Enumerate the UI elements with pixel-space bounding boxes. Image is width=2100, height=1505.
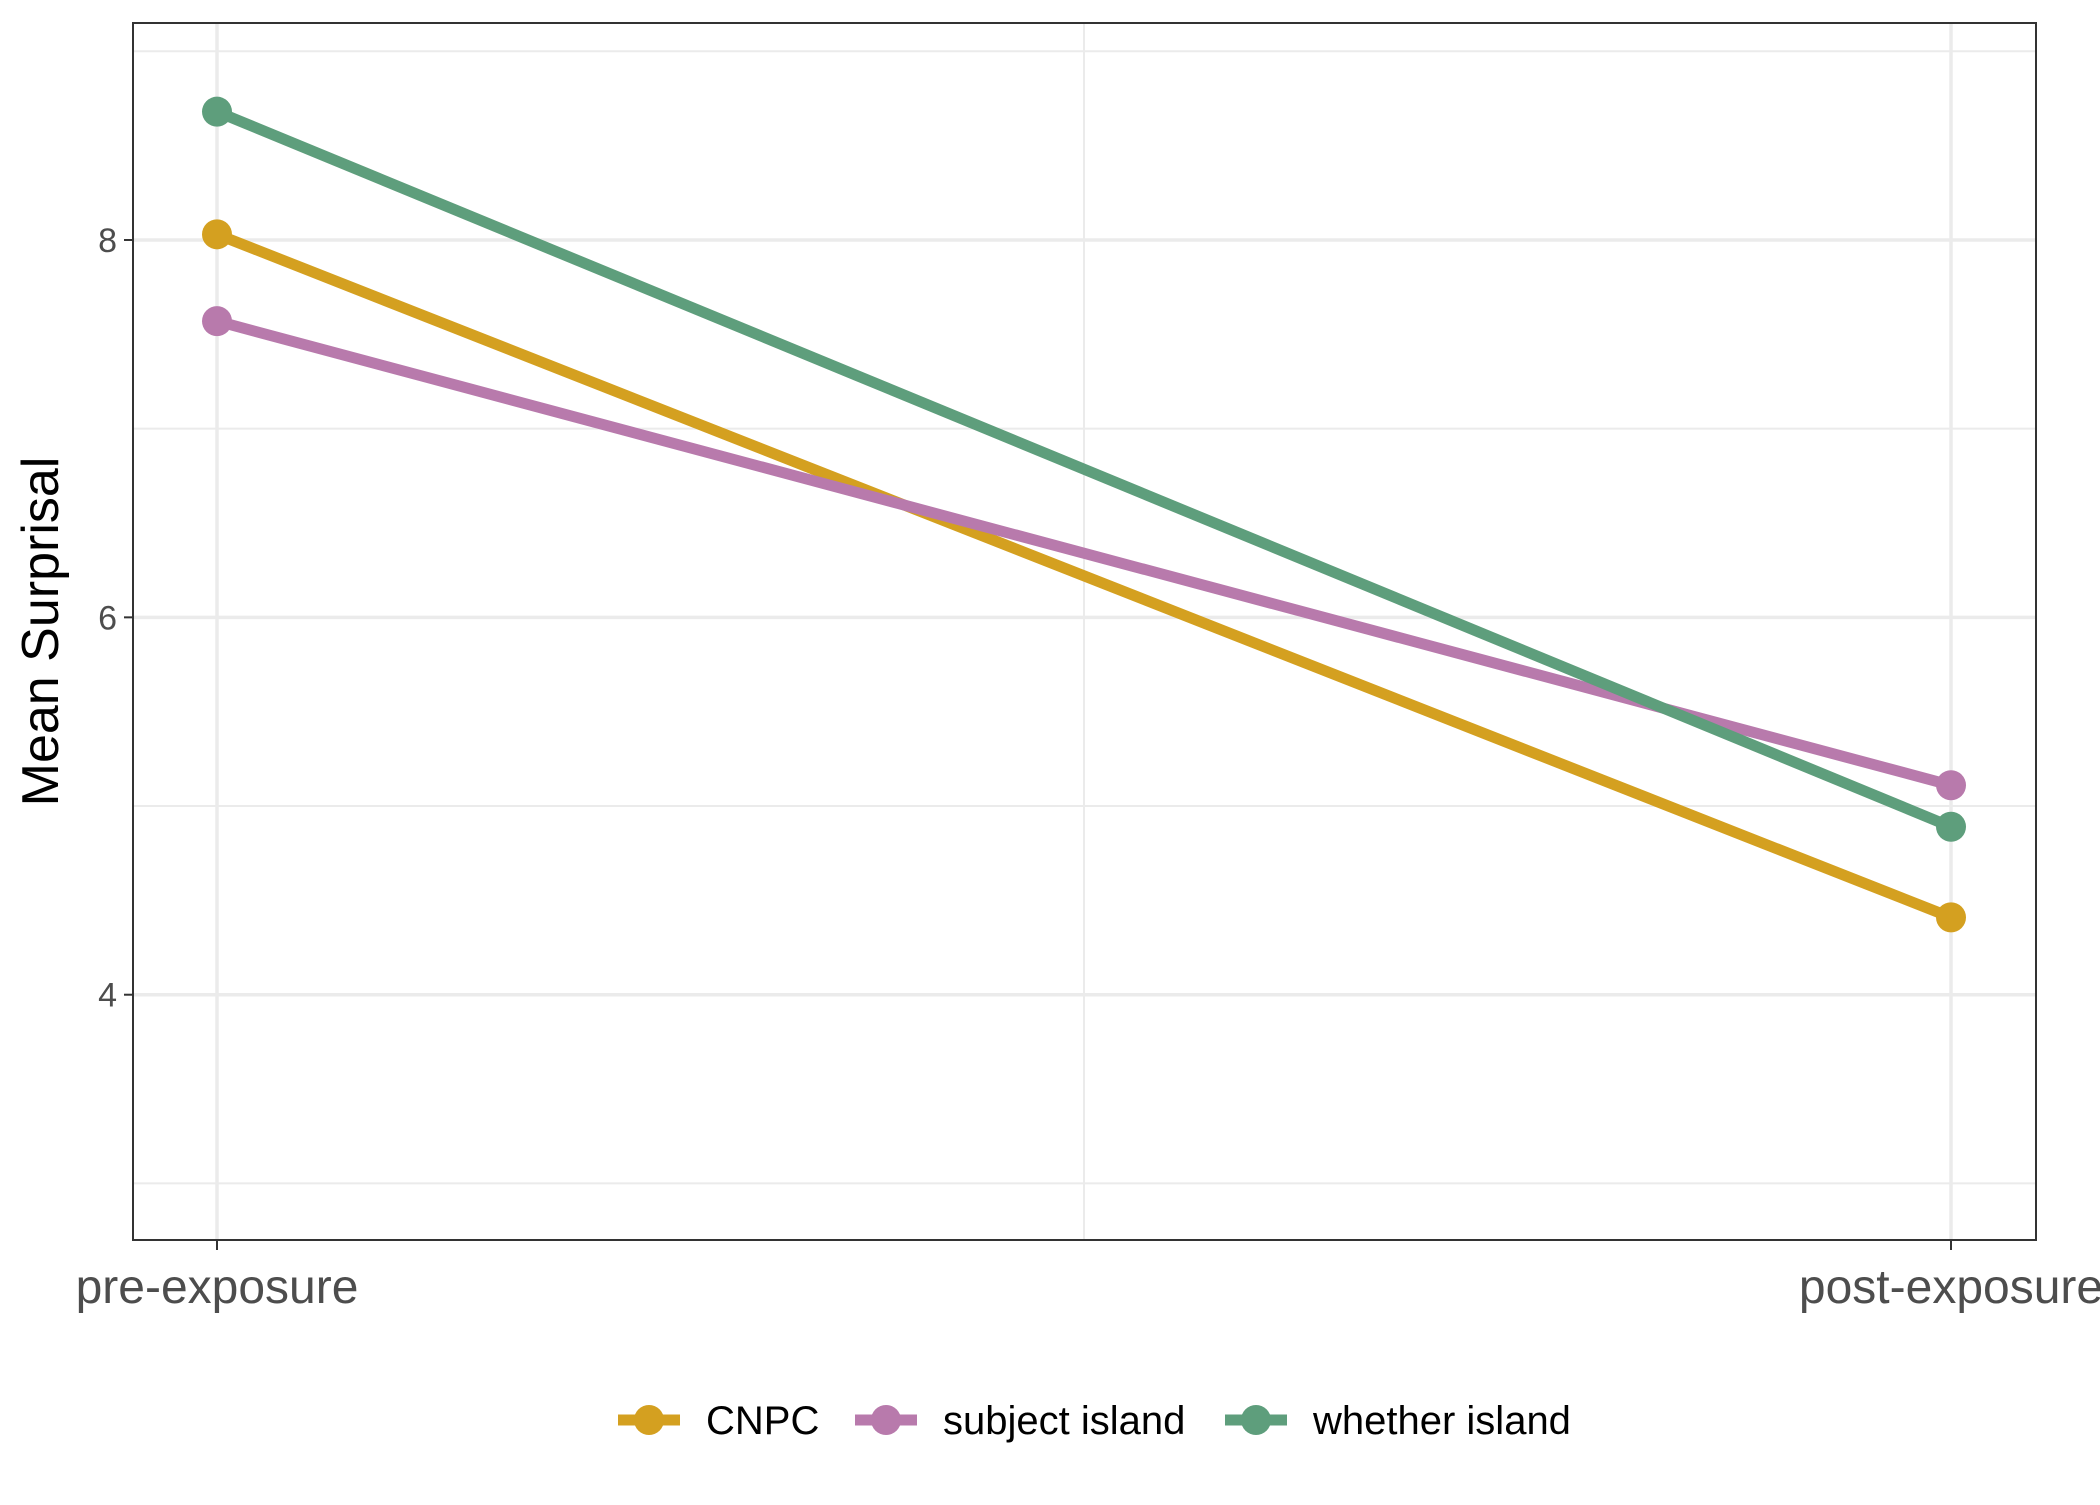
legend-label: subject island [943, 1399, 1185, 1443]
data-point [202, 96, 232, 127]
legend-item: subject island [855, 1399, 1185, 1443]
series-line [214, 229, 1954, 923]
legend-key-point [871, 1405, 901, 1435]
y-tick-label: 4 [98, 977, 117, 1015]
legend-label: CNPC [706, 1399, 819, 1443]
y-axis-title: Mean Surprisal [12, 457, 70, 807]
legend-key-point [634, 1405, 664, 1435]
data-point [202, 219, 232, 250]
series-line [214, 106, 1954, 832]
grid-layer [133, 23, 2036, 1240]
x-axis: pre-exposure post-exposure [76, 1240, 2100, 1314]
y-tick-label: 6 [98, 599, 117, 637]
y-tick-label: 8 [98, 222, 117, 260]
legend-label: whether island [1312, 1399, 1571, 1443]
series-whether-island [202, 96, 1966, 842]
plot-border [132, 22, 2037, 1241]
data-point [1936, 902, 1966, 933]
legend-key-point [1241, 1405, 1271, 1435]
x-tick-label: post-exposure [1799, 1261, 2100, 1314]
legend-item: whether island [1225, 1399, 1571, 1443]
x-tick-label: pre-exposure [76, 1261, 359, 1314]
legend: CNPC subject island whether island [618, 1399, 1571, 1443]
data-point [1936, 811, 1966, 842]
legend-item: CNPC [618, 1399, 819, 1443]
series-layer [202, 96, 1966, 933]
series-cnpc [202, 219, 1966, 933]
data-point [202, 306, 232, 337]
y-axis: 4 6 8 [98, 222, 133, 1015]
data-point [1936, 770, 1966, 801]
